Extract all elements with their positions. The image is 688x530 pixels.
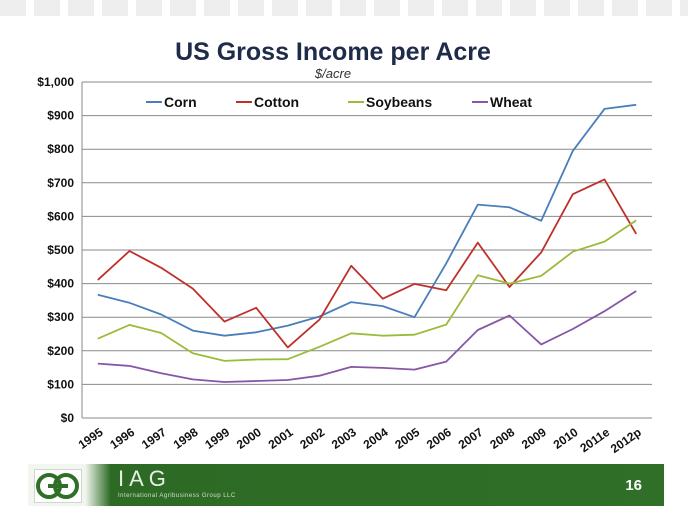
logo-subtitle: International Agribusiness Group LLC [118,493,236,499]
line-chart: $0 $100 $200 $300 $400 $500 $600 $700 $800 $900 $1… [37,38,652,456]
x-tick-label: 1997 [139,425,169,452]
series-lines [97,103,637,383]
x-tick-label: 2010 [551,425,581,452]
chart-title: US Gross Income per Acre [175,38,491,66]
x-tick-label: 2008 [487,425,517,452]
page-number: 16 [625,477,642,494]
y-tick-label: $800 [47,142,74,156]
series-line-wheat [97,290,637,383]
x-tick-label: 1999 [202,425,232,452]
x-tick-label: 1995 [76,425,106,452]
legend-label: Wheat [490,94,532,110]
x-tick-label: 2012p [608,425,644,456]
y-tick-label: $300 [47,310,74,324]
top-decorative-strip [0,0,688,16]
x-axis-labels: 1995 1996 1997 1998 1999 2000 2001 2002 2003 2004… [76,425,644,456]
chart-subtitle: $/acre [314,66,351,81]
iag-logo-icon [34,469,82,503]
x-tick-label: 2001 [266,425,296,452]
x-tick-label: 2005 [392,425,422,452]
y-tick-label: $1,000 [37,75,74,89]
legend: Corn Cotton Soybeans Wheat [146,94,532,110]
x-tick-label: 2009 [519,425,549,452]
y-tick-label: $500 [47,243,74,257]
footer-bar: IAG International Agribusiness Group LLC… [28,464,664,506]
x-tick-label: 2002 [297,425,327,452]
y-tick-label: $700 [47,176,74,190]
grid-lines [81,81,652,419]
y-tick-label: $200 [47,344,74,358]
x-tick-label: 1998 [171,425,201,452]
y-tick-label: $0 [61,411,75,425]
y-tick-label: $600 [47,209,74,223]
x-tick-label: 2006 [424,425,454,452]
chart-panel: $0 $100 $200 $300 $400 $500 $600 $700 $800 $900 $1… [28,26,664,464]
logo-text: IAG [118,466,171,491]
legend-label: Cotton [254,94,299,110]
y-tick-label: $100 [47,377,74,391]
x-tick-label: 2003 [329,425,359,452]
series-line-corn [97,103,637,337]
x-tick-label: 2000 [234,425,264,452]
series-line-soybeans [97,219,637,362]
x-tick-label: 2011e [577,425,612,455]
series-line-cotton [97,178,637,349]
y-tick-label: $400 [47,277,74,291]
legend-label: Soybeans [366,94,432,110]
legend-label: Corn [164,94,197,110]
x-tick-label: 2004 [361,425,391,452]
y-axis-labels: $0 $100 $200 $300 $400 $500 $600 $700 $800 $900 $1… [37,75,74,425]
x-tick-label: 2007 [456,425,486,452]
x-tick-label: 1996 [107,425,137,452]
y-tick-label: $900 [47,109,74,123]
